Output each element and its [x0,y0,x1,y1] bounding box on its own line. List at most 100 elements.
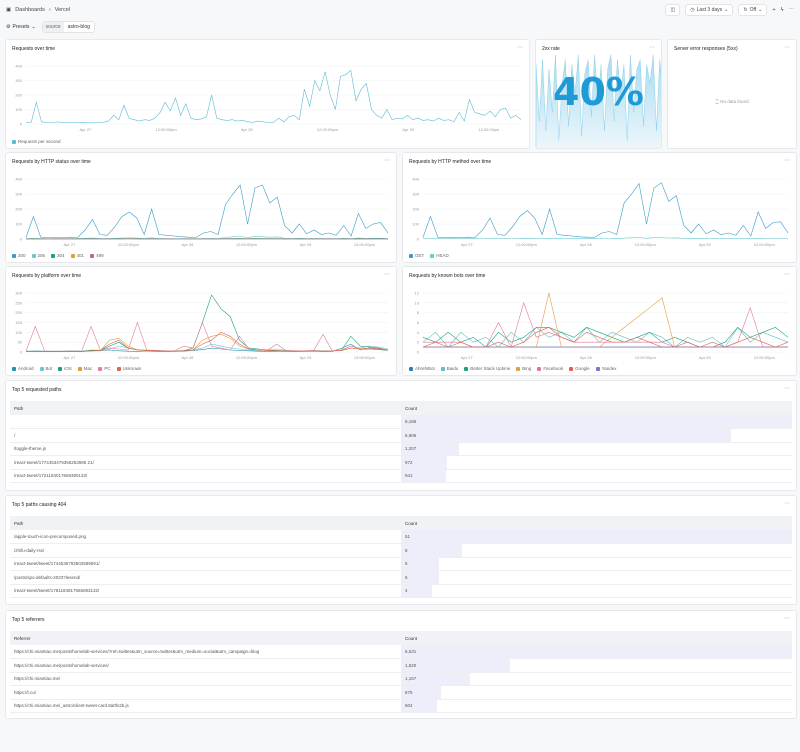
more-icon[interactable]: ⋯ [784,45,790,51]
legend-label: Mac [83,366,93,371]
x-tick-label: Apr 29 [402,127,415,132]
gear-icon: ⚙ [6,23,11,30]
column-header[interactable]: Referrer [10,631,401,645]
more-icon[interactable]: ⋯ [517,45,523,51]
legend-item[interactable]: Unknown [116,366,141,371]
count-cell: 675 [401,685,792,700]
path-cell: /react-tweet/tweet/1744536793502589591/ [10,557,401,571]
table-row[interactable]: /toggle-theme.js 1,207 [10,442,792,456]
legend-item[interactable]: PC [98,366,111,371]
panel-requests-over-time: Requests over time ⋯ 0 100 200 300 400 Apr 27… [5,39,530,149]
more-icon[interactable]: ⋯ [784,501,790,507]
add-icon[interactable]: + [772,7,776,13]
path-cell: /react-tweet/1721184017669380133/ [10,469,401,483]
more-icon[interactable]: ⋯ [784,158,790,164]
table-row[interactable]: /apple-touch-icon-precomposed.png 51 [10,530,792,544]
path-cell: https://chi.miantiao.me/_astro/client-tw… [10,699,401,713]
table-row[interactable]: /posts/spo-defaults-2023?lesend/5 [10,570,792,585]
column-header[interactable]: Count [401,631,792,645]
count-cell: 5 [401,570,792,585]
legend-item[interactable]: GET [409,253,424,258]
table-row[interactable]: https://chi.miantiao.me/_astro/client-tw… [10,699,792,713]
panel-bots: Requests by known bots over time ⋯ 0 2 4 6 8… [402,266,797,376]
panel-title: Top 5 paths causing 404 [12,502,67,508]
legend-item[interactable]: Baidu [440,366,458,371]
legend-item[interactable]: 499 [90,253,104,258]
y-tick-label: 400 [412,177,419,182]
panel-title: Requests by platform over time [12,273,82,279]
more-icon[interactable]: ⋯ [784,616,790,622]
table-row[interactable]: /react-tweet/1721184017669380133/941 [10,469,792,483]
source-filter[interactable]: source astro-blog [41,20,95,33]
x-tick-label: 12:00:00pm [754,355,776,360]
column-header[interactable]: Path [10,401,401,415]
legend-item[interactable]: 401 [70,253,85,258]
series-line-unknown [25,331,389,352]
panel-title: Top 5 requested paths [12,387,62,393]
column-header[interactable]: Count [401,401,792,415]
legend-item[interactable]: Android [12,366,34,371]
x-tick-label: 12:00:00pm [354,355,376,360]
more-icon[interactable]: ⋯ [384,158,390,164]
top-bar: ▣ Dashboards › Vercel ◫ ◷ Last 3 days ⌄ ↻ O… [0,0,800,20]
legend-item[interactable]: Google [569,366,590,371]
legend-item[interactable]: Facebook [537,366,563,371]
more-icon[interactable]: ⋯ [788,7,795,13]
breadcrumb-dashboards[interactable]: Dashboards [15,7,45,13]
refresh-select[interactable]: ↻ Off ⌄ [738,4,768,16]
count-cell: 1,207 [401,442,792,456]
table-row[interactable]: /react-tweet/1774453479356253985 21/972 [10,455,792,470]
column-header[interactable]: Count [401,516,792,530]
x-tick-label: 12:00:00pm [156,127,178,132]
count-value: 6,531 [405,649,417,654]
x-tick-label: 12:00:00pm [516,242,538,247]
table-row[interactable]: https://chi.miantiao.me/1,157 [10,672,792,686]
count-cell: 8,186 [401,415,792,429]
data-table: Referrer Count https://chi.miantiao.me/pos… [10,631,792,713]
legend-label: 499 [96,253,104,258]
lightning-icon[interactable]: ϟ [780,7,784,13]
more-icon[interactable]: ⋯ [384,272,390,278]
count-value: 8,186 [405,419,417,424]
table-row[interactable]: /zhifu-daily-rss/8 [10,543,792,558]
series-line-baidu [422,326,789,348]
legend-item[interactable]: 304 [51,253,65,258]
table-row[interactable]: /react-tweet/tweet/1781184817666083132/4 [10,584,792,598]
legend: AhrefsBot Baidu Better Stack Uptime Bing Fac… [409,366,617,371]
time-range-select[interactable]: ◷ Last 3 days ⌄ [685,4,734,16]
legend-item[interactable]: HEAD [430,253,449,258]
column-header[interactable]: Path [10,516,401,530]
legend-item[interactable]: 206 [31,253,45,258]
table-row[interactable]: 8,186 [10,415,792,429]
refresh-label: Off [749,7,757,13]
panel-title: Top 5 referrers [12,617,45,623]
table-row[interactable]: https://chi.miantiao.me/posts/homelab-se… [10,645,792,659]
chevron-right-icon: › [48,7,51,13]
panel-toggle-button[interactable]: ◫ [665,4,681,16]
table-row[interactable]: / 6,906 [10,428,792,443]
legend-label: 401 [76,253,85,258]
legend-item[interactable]: Bing [516,366,531,371]
legend-item[interactable]: Requests per second [12,139,61,144]
legend-item[interactable]: Better Stack Uptime [464,366,510,371]
x-tick-label: 12:00:00pm [236,355,258,360]
legend-item[interactable]: Mac [77,366,93,371]
table-row[interactable]: https://chi.miantiao.me/posts/homelab-se… [10,658,792,673]
more-icon[interactable]: ⋯ [784,272,790,278]
legend-item[interactable]: Bot [39,366,52,371]
legend-item[interactable]: AhrefsBot [409,366,435,371]
legend-item[interactable]: Yandex [595,366,617,371]
file-icon: 🗋 [715,99,720,104]
presets-button[interactable]: ⚙ Presets ⌄ [6,24,36,30]
legend-swatch [569,366,574,371]
more-icon[interactable]: ⋯ [649,45,655,51]
more-icon[interactable]: ⋯ [784,386,790,392]
table-row[interactable]: https://t.co/675 [10,685,792,700]
legend-item[interactable]: 200 [12,253,26,258]
panel-title: Requests by HTTP status over time [12,159,91,165]
x-tick-label: Apr 27 [64,355,77,360]
chevron-down-icon: ⌄ [31,23,36,30]
legend-item[interactable]: iOS [58,366,72,371]
count-value: 8 [405,547,408,553]
table-row[interactable]: /react-tweet/tweet/1744536793502589591/5 [10,557,792,571]
